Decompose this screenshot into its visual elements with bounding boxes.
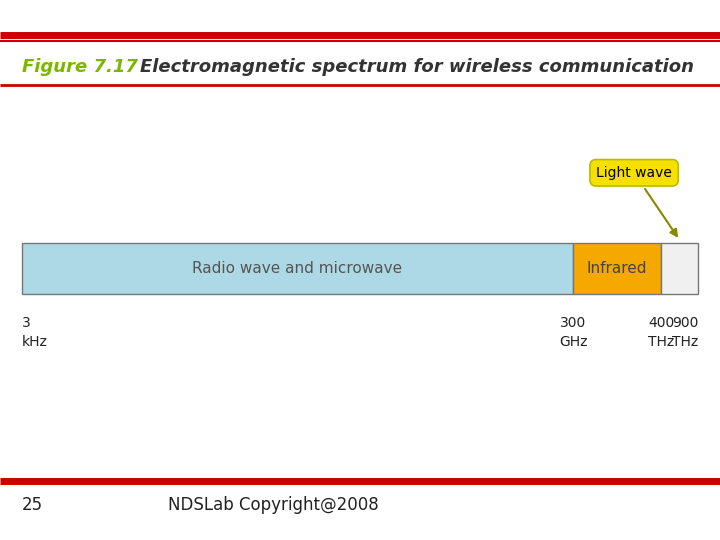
Text: 3: 3	[22, 316, 30, 330]
Bar	[661, 243, 698, 294]
Text: Light wave: Light wave	[596, 166, 677, 236]
Text: 300: 300	[560, 316, 586, 330]
Bar	[573, 243, 661, 294]
Text: kHz: kHz	[22, 335, 48, 349]
Text: 25: 25	[22, 496, 42, 514]
Text: THz: THz	[648, 335, 675, 349]
Bar	[22, 243, 573, 294]
Text: 900: 900	[672, 316, 698, 330]
Text: Electromagnetic spectrum for wireless communication: Electromagnetic spectrum for wireless co…	[140, 58, 694, 77]
Text: 400: 400	[648, 316, 675, 330]
Text: Figure 7.17: Figure 7.17	[22, 58, 138, 77]
Text: THz: THz	[672, 335, 698, 349]
Text: NDSLab Copyright@2008: NDSLab Copyright@2008	[168, 496, 379, 514]
Text: Infrared: Infrared	[587, 261, 647, 276]
Text: GHz: GHz	[559, 335, 588, 349]
Text: Radio wave and microwave: Radio wave and microwave	[192, 261, 402, 276]
